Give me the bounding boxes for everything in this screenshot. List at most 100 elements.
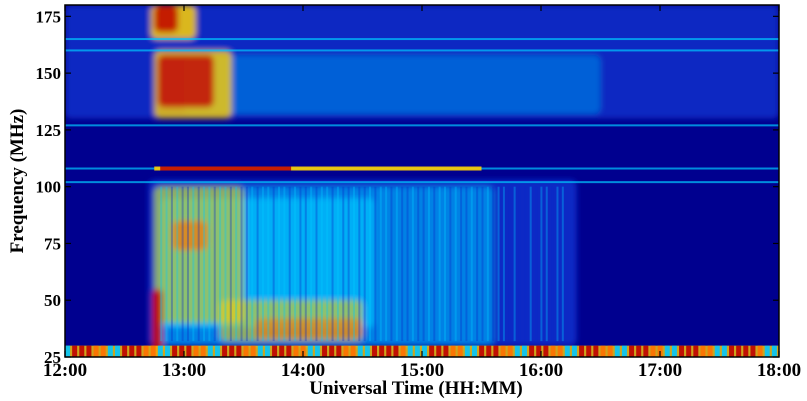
lf-band-cell [107,345,113,357]
lf-band-cell [207,345,213,357]
striation [304,186,307,342]
emission-regions [65,5,779,357]
y-tick-label: 100 [36,178,62,197]
striation [529,186,532,342]
lf-band-cell [743,345,749,357]
striation [176,186,179,342]
striation [245,186,248,342]
striation [465,186,468,342]
interference-line [65,181,779,184]
lf-band-cell [557,345,563,357]
emission-region [151,288,163,357]
lf-band-cell [236,345,242,357]
lf-band-cell [529,345,535,357]
plot-area [65,5,779,357]
striation [513,186,516,342]
lf-band-cell [129,345,135,357]
striation [427,186,430,342]
lf-band-cell [664,345,670,357]
lf-band-cell [279,345,285,357]
striation [299,186,302,342]
striation [385,186,388,342]
lf-band-cell [229,345,235,357]
y-tick-label: 50 [44,291,61,310]
lf-band-cell [243,345,249,357]
lf-band-cell [157,345,163,357]
striation [454,186,457,342]
lf-band-cell [714,345,720,357]
striation [240,186,243,342]
striation [186,186,189,342]
interference-line [65,124,779,127]
lf-band-cell [700,345,706,357]
x-tick-label: 17:00 [638,360,682,381]
lf-band-cell [693,345,699,357]
striation [379,186,382,342]
striation [369,186,372,342]
lf-band-cell [186,345,192,357]
interference-line [65,38,779,41]
lf-band-cell [736,345,742,357]
lf-band-cell [386,345,392,357]
striation [165,186,168,342]
striation [181,186,184,342]
emission-region [184,54,601,115]
striation [556,186,559,342]
striation [213,186,216,342]
lf-band-cell [429,345,435,357]
striation [449,186,452,342]
striation [561,186,564,342]
striation [288,186,291,342]
lf-band-cell [550,345,556,357]
lf-band-cell [764,345,770,357]
lf-band-cell [629,345,635,357]
lf-band-cell [757,345,763,357]
striation [460,186,463,342]
striation [524,186,527,342]
lf-band-cell [307,345,313,357]
lf-band-cell [593,345,599,357]
striation [224,186,227,342]
lf-band-cell [686,345,692,357]
lf-band-cell [514,345,520,357]
lf-band-cell [636,345,642,357]
lf-band-cell [264,345,270,357]
lf-band-cell [479,345,485,357]
striation [160,186,163,342]
lf-band-cell [464,345,470,357]
striation [331,186,334,342]
striation [535,186,538,342]
striation [261,186,264,342]
lf-band-cell [272,345,278,357]
striation [470,186,473,342]
x-axis-label: Universal Time (HH:MM) [309,378,523,399]
lf-band-cell [521,345,527,357]
lf-band-cell [150,345,156,357]
lf-band-cell [172,345,178,357]
striation [476,186,479,342]
x-tick-label: 14:00 [281,360,325,381]
lf-band-cell [443,345,449,357]
lf-band-cell [414,345,420,357]
striation [208,186,211,342]
emission-region [154,186,244,323]
striation [390,186,393,342]
lf-band-cell [79,345,85,357]
y-tick-label: 150 [36,64,62,83]
striation [363,186,366,342]
striation [492,186,495,342]
lf-band-cell [193,345,199,357]
lf-band-cell [707,345,713,357]
lf-band-cell [336,345,342,357]
x-axis: 12:00 13:00 14:00 15:00 16:00 17:00 18:00 [43,5,801,381]
striation [502,186,505,342]
lf-band-cell [607,345,613,357]
lf-band-cell [350,345,356,357]
striation [192,186,195,342]
striation [401,186,404,342]
y-tick-label: 125 [36,121,62,140]
striation [417,186,420,342]
lf-band-cell [65,345,70,357]
striation [518,186,521,342]
